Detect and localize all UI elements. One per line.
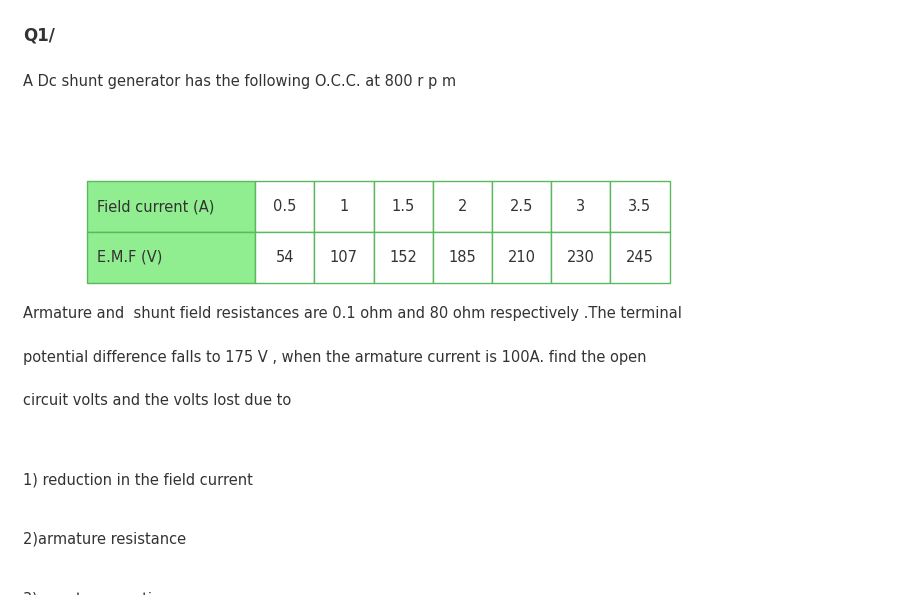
Bar bbox=[87, 232, 255, 283]
Bar bbox=[374, 232, 433, 283]
Bar bbox=[610, 181, 670, 232]
Bar bbox=[255, 181, 314, 232]
Text: 107: 107 bbox=[330, 250, 358, 265]
Text: 3: 3 bbox=[576, 199, 586, 214]
Text: 2)armature resistance: 2)armature resistance bbox=[23, 532, 186, 547]
Text: 210: 210 bbox=[507, 250, 536, 265]
Text: 1) reduction in the field current: 1) reduction in the field current bbox=[23, 472, 252, 487]
Text: 0.5: 0.5 bbox=[273, 199, 296, 214]
Text: 185: 185 bbox=[448, 250, 476, 265]
Bar bbox=[314, 181, 374, 232]
Bar bbox=[314, 232, 374, 283]
Bar bbox=[433, 232, 492, 283]
Bar bbox=[551, 181, 610, 232]
Text: 3.5: 3.5 bbox=[629, 199, 651, 214]
Text: Armature and  shunt field resistances are 0.1 ohm and 80 ohm respectively .The t: Armature and shunt field resistances are… bbox=[23, 306, 681, 321]
Text: Q1/: Q1/ bbox=[23, 27, 55, 45]
Text: 1.5: 1.5 bbox=[392, 199, 415, 214]
Bar bbox=[255, 232, 314, 283]
Text: 3)armature reaction: 3)armature reaction bbox=[23, 591, 170, 595]
Bar bbox=[433, 181, 492, 232]
Text: circuit volts and the volts lost due to: circuit volts and the volts lost due to bbox=[23, 393, 291, 408]
Text: 230: 230 bbox=[567, 250, 595, 265]
Text: 2: 2 bbox=[457, 199, 467, 214]
Bar bbox=[610, 232, 670, 283]
Text: 54: 54 bbox=[275, 250, 294, 265]
Text: Field current (A): Field current (A) bbox=[97, 199, 215, 214]
Bar bbox=[87, 181, 255, 232]
Text: A Dc shunt generator has the following O.C.C. at 800 r p m: A Dc shunt generator has the following O… bbox=[23, 74, 455, 89]
Text: E.M.F (V): E.M.F (V) bbox=[97, 250, 163, 265]
Text: 1: 1 bbox=[339, 199, 349, 214]
Bar bbox=[492, 232, 551, 283]
Text: potential difference falls to 175 V , when the armature current is 100A. find th: potential difference falls to 175 V , wh… bbox=[23, 350, 646, 365]
Text: 152: 152 bbox=[389, 250, 417, 265]
Bar bbox=[374, 181, 433, 232]
Bar bbox=[492, 181, 551, 232]
Bar bbox=[551, 232, 610, 283]
Text: 245: 245 bbox=[626, 250, 654, 265]
Text: 2.5: 2.5 bbox=[510, 199, 533, 214]
